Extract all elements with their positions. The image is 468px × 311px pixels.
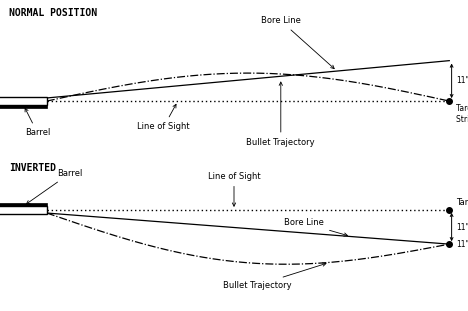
FancyBboxPatch shape (0, 97, 47, 105)
FancyBboxPatch shape (0, 105, 47, 108)
Text: 11": 11" (456, 240, 468, 248)
Text: INVERTED: INVERTED (9, 163, 56, 173)
Text: Line of Sight: Line of Sight (138, 104, 190, 131)
Text: Line of Sight: Line of Sight (208, 172, 260, 206)
Text: Bullet Trajectory: Bullet Trajectory (223, 263, 326, 290)
Text: Target: Target (456, 198, 468, 207)
Text: Barrel: Barrel (25, 108, 50, 137)
Text: Target and
Striking Point: Target and Striking Point (456, 104, 468, 123)
FancyBboxPatch shape (0, 203, 47, 206)
Text: Bore Line: Bore Line (284, 218, 347, 236)
Text: Barrel: Barrel (26, 169, 83, 204)
FancyBboxPatch shape (0, 206, 47, 214)
Text: 11": 11" (456, 77, 468, 85)
Text: Bullet Trajectory: Bullet Trajectory (247, 82, 315, 146)
Text: 11": 11" (456, 223, 468, 231)
Text: NORMAL POSITION: NORMAL POSITION (9, 8, 97, 18)
Text: Bore Line: Bore Line (261, 16, 334, 69)
